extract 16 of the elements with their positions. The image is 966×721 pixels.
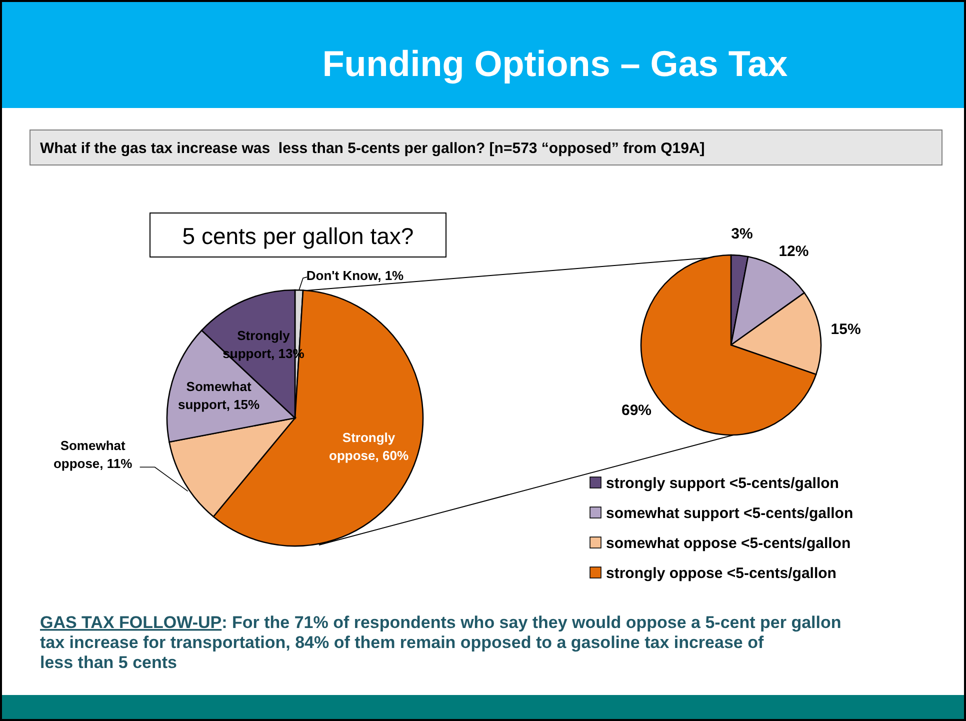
data-label: 12%: [778, 242, 809, 260]
slice-label: Somewhat oppose, 11%: [53, 438, 133, 472]
data-label: 69%: [621, 402, 652, 419]
legend-label: somewhat oppose <5-cents/gallon: [606, 535, 851, 552]
slice-label: Strongly oppose, 60%: [329, 430, 409, 464]
data-label: 3%: [731, 226, 753, 243]
legend-label: somewhat support <5-cents/gallon: [606, 505, 854, 522]
data-label: 15%: [830, 321, 861, 338]
slice-label: Somewhat support, 15%: [178, 378, 260, 412]
text: 5 cents per gallon tax?: [182, 223, 414, 249]
legend-label: strongly oppose <5-cents/gallon: [606, 565, 836, 582]
slice-label: Don't Know, 1%: [306, 268, 404, 284]
text: Funding Options – Gas Tax: [322, 43, 788, 84]
text: GAS TAX FOLLOW-UP: For the 71% of respondents who say they would oppose a 5-cent per gallon tax increase for transportation, 84% of them remain opposed to a gasoline tax increase of less than 5 cents: [40, 613, 842, 672]
legend-label: strongly support <5-cents/gallon: [606, 475, 839, 492]
chart-subtitle: What if the gas tax increase was less than 5-cents per gallon? [n=573 “opposed” from Q19A]: [40, 140, 705, 157]
